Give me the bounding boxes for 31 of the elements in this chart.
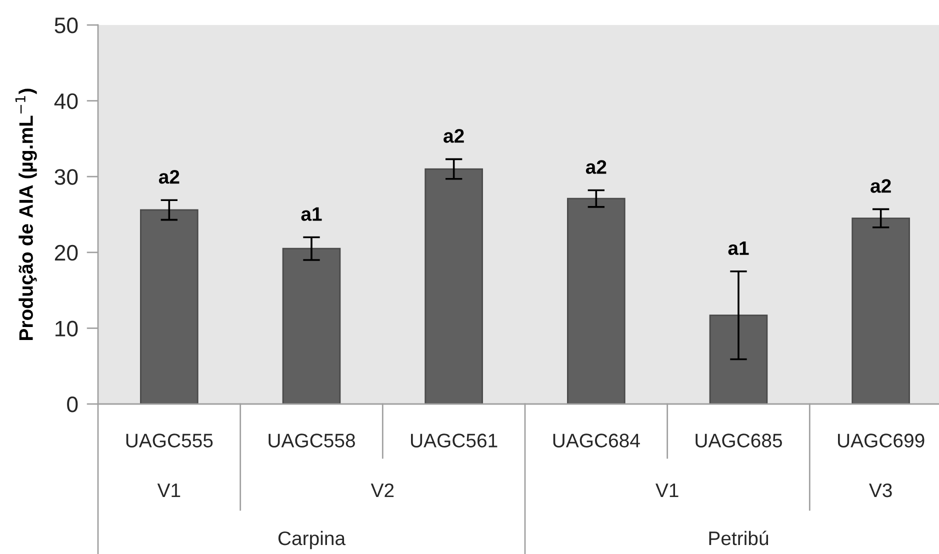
text: Carpina [278, 530, 346, 550]
data-label: a2 [444, 129, 464, 143]
x-tick-label: UAGC684 [553, 434, 640, 448]
text: V1 [157, 484, 180, 498]
data-label: a1 [728, 241, 749, 256]
x-tick-label: UAGC561 [411, 434, 498, 448]
y-tick-label: 0 [67, 396, 78, 412]
data-label: a2 [158, 170, 180, 184]
y-tick-label: 10 [56, 320, 78, 336]
bar [852, 218, 910, 404]
y-tick-label: 20 [54, 244, 78, 261]
data-label: a2 [586, 160, 606, 174]
x-tick-label: UAGC555 [126, 434, 213, 448]
text: V2 [370, 483, 394, 498]
text: V1 [656, 484, 678, 498]
x-tick-label: UAGC558 [268, 434, 355, 448]
bar [140, 209, 198, 404]
y-tick-label: 40 [54, 93, 78, 110]
bar [424, 168, 483, 404]
bar [282, 248, 341, 404]
data-label: a1 [301, 207, 322, 221]
x-tick-label: UAGC685 [696, 434, 782, 448]
y-axis-title: Produção de AIA (µg.mL$^{−1}$) [15, 88, 37, 340]
text: Petribú [709, 530, 768, 546]
data-label: a2 [870, 179, 891, 193]
text: V3 [869, 483, 892, 498]
x-tick-label: UAGC699 [838, 434, 924, 448]
bar [709, 314, 768, 404]
y-tick-label: 50 [54, 18, 78, 34]
y-tick-label: 30 [54, 169, 78, 185]
bar [567, 198, 626, 404]
